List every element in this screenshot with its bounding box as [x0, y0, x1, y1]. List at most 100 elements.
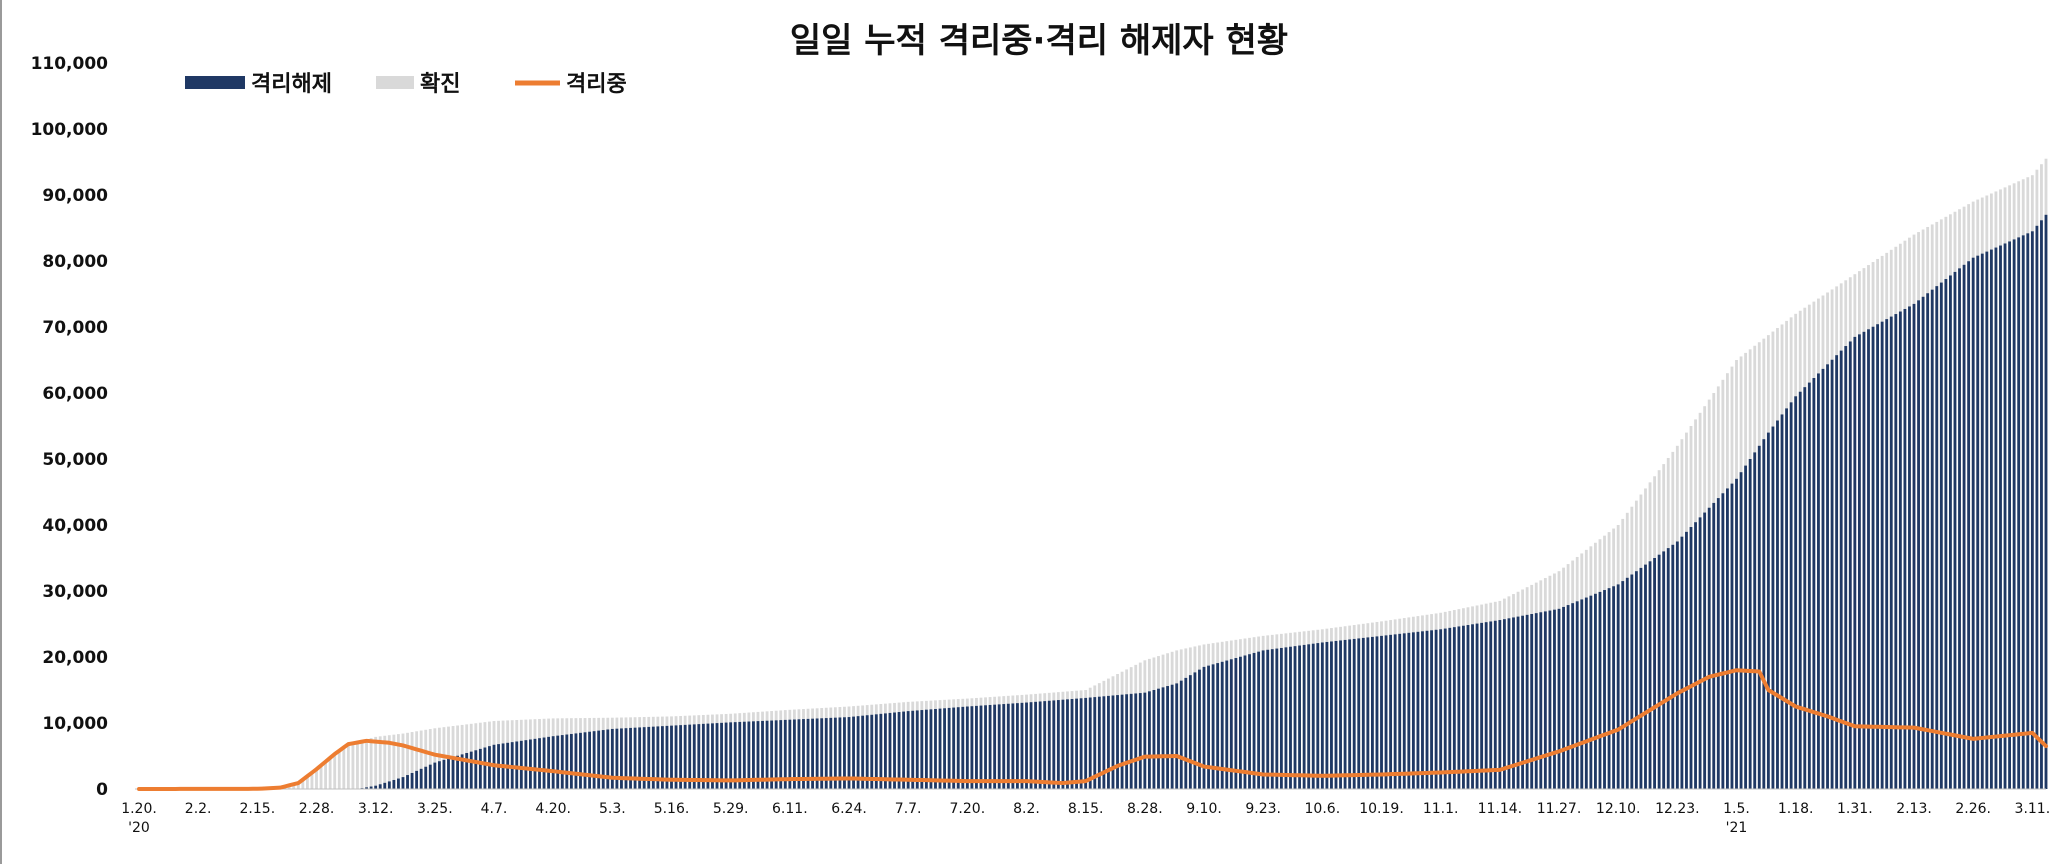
bar-released — [1052, 700, 1055, 789]
bar-released — [1134, 693, 1137, 789]
bar-released — [1580, 599, 1583, 789]
bar-released — [488, 746, 491, 789]
bar-released — [1885, 319, 1888, 789]
bar-released — [1544, 611, 1547, 789]
bar-released — [1949, 275, 1952, 789]
bar-released — [1153, 690, 1156, 789]
bar-released — [606, 730, 609, 790]
bar-released — [438, 761, 441, 789]
bar-released — [1589, 596, 1592, 789]
x-tick-label: 3.25. — [417, 801, 453, 817]
bar-released — [470, 752, 473, 789]
bar-released — [1457, 626, 1460, 789]
y-tick-label: 10,000 — [42, 714, 108, 734]
bar-released — [1908, 306, 1911, 789]
bar-released — [1430, 630, 1433, 789]
bar-released — [1184, 678, 1187, 789]
bar-released — [939, 709, 942, 789]
bar-released — [1744, 466, 1747, 789]
bar-released — [593, 731, 596, 789]
chart-title: 일일 누적 격리중·격리 해제자 현황 — [790, 21, 1288, 61]
bar-released — [1166, 686, 1169, 789]
bar-released — [1480, 623, 1483, 789]
bar-released — [1762, 439, 1765, 789]
bar-released — [1676, 542, 1679, 790]
bar-released — [1403, 633, 1406, 789]
bar-released — [379, 784, 382, 789]
bar-released — [2017, 237, 2020, 789]
bar-released — [1102, 696, 1105, 789]
bar-released — [934, 709, 937, 789]
bar-released — [1817, 373, 1820, 789]
x-tick-label: 5.29. — [713, 801, 749, 817]
bar-released — [1444, 629, 1447, 789]
bar-released — [1489, 621, 1492, 789]
bar-confirmed — [374, 737, 377, 789]
bar-released — [1576, 601, 1579, 789]
bar-released — [1721, 493, 1724, 789]
bar-released — [1212, 664, 1215, 789]
bar-released — [1207, 666, 1210, 789]
bar-released — [402, 777, 405, 789]
bar-released — [1412, 632, 1415, 789]
bar-released — [1143, 693, 1146, 789]
bar-released — [397, 779, 400, 789]
x-tick-label: 11.14. — [1478, 801, 1523, 817]
bar-released — [925, 710, 928, 789]
y-tick-label: 110,000 — [31, 54, 109, 74]
x-tick-label: 2.26. — [1955, 801, 1991, 817]
bar-released — [1125, 694, 1128, 789]
bar-released — [1863, 332, 1866, 789]
y-tick-label: 20,000 — [42, 648, 108, 668]
bar-released — [1530, 614, 1533, 789]
bar-released — [1353, 639, 1356, 789]
bar-released — [1594, 594, 1597, 789]
bar-released — [1963, 265, 1966, 789]
bar-released — [1130, 694, 1133, 789]
bar-released — [388, 781, 391, 789]
bar-released — [1121, 695, 1124, 789]
bar-released — [1417, 632, 1420, 789]
bar-released — [1039, 701, 1042, 789]
bar-released — [1075, 699, 1078, 789]
bar-released — [1853, 337, 1856, 789]
bar-released — [1694, 522, 1697, 789]
bar-released — [1193, 672, 1196, 789]
bar-released — [575, 733, 578, 789]
bar-released — [1630, 575, 1633, 790]
bar-released — [1826, 364, 1829, 789]
bar-confirmed — [361, 740, 364, 789]
bar-released — [1758, 446, 1761, 789]
bar-released — [1307, 644, 1310, 789]
bar-released — [1680, 537, 1683, 789]
bar-released — [1717, 498, 1720, 789]
bar-confirmed — [370, 738, 373, 789]
bar-released — [1084, 698, 1087, 789]
bar-released — [1585, 598, 1588, 789]
bar-released — [1735, 479, 1738, 789]
bar-released — [1448, 628, 1451, 789]
bar-released — [1653, 558, 1656, 789]
bar-released — [1690, 527, 1693, 789]
bar-confirmed — [365, 739, 368, 789]
bar-released — [1357, 638, 1360, 789]
bar-released — [966, 707, 969, 790]
bar-released — [1266, 650, 1269, 789]
bar-released — [1462, 626, 1465, 789]
bar-released — [1011, 703, 1014, 789]
bar-released — [1275, 649, 1278, 789]
bar-released — [1471, 624, 1474, 789]
bar-released — [1325, 642, 1328, 789]
x-year-label: '21 — [1726, 820, 1748, 836]
bar-released — [1931, 290, 1934, 789]
y-axis: 010,00020,00030,00040,00050,00060,00070,… — [31, 54, 109, 800]
bar-released — [1558, 609, 1561, 789]
bar-released — [1021, 703, 1024, 789]
legend-swatch-confirmed — [376, 76, 414, 89]
bar-released — [1139, 693, 1142, 789]
bar-released — [1289, 647, 1292, 789]
bar-released — [1922, 297, 1925, 789]
bar-released — [1385, 635, 1388, 789]
bar-released — [920, 710, 923, 789]
